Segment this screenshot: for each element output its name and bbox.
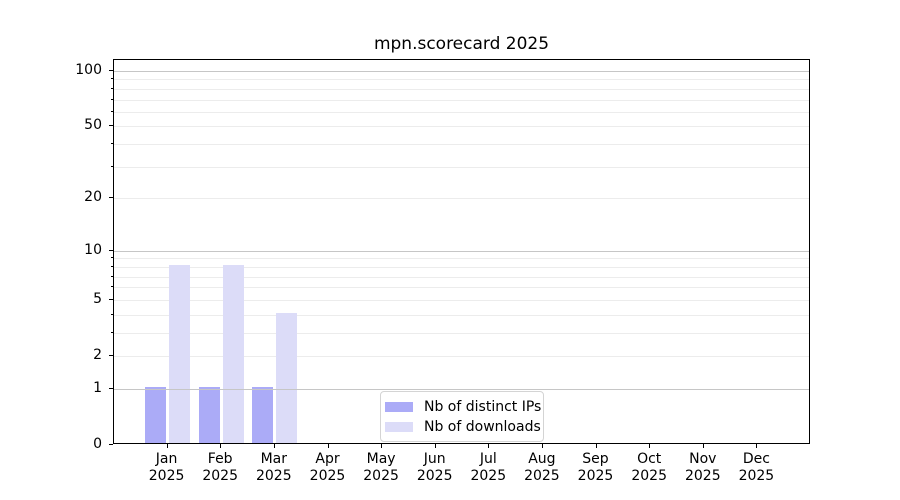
gridline-minor [114,88,809,90]
x-axis-label: Nov 2025 [684,451,721,484]
gridline-minor [114,198,809,200]
y-axis-tick [109,444,113,445]
gridline-minor [114,266,809,268]
legend-swatch-downloads [385,422,413,432]
gridline-major [114,71,809,72]
gridline-major [114,388,809,390]
bar-downloads [222,264,244,443]
y-axis-tick [109,387,113,389]
x-axis-tick [434,444,436,448]
x-axis-label: Apr 2025 [309,451,346,484]
x-axis-tick [166,444,168,448]
legend: Nb of distinct IPs Nb of downloads [380,391,544,442]
y-axis-label: 50 [84,117,102,134]
gridline-minor [114,111,809,113]
y-axis-label: 1 [93,379,102,396]
y-axis-label: 20 [84,189,102,206]
chart-title: mpn.scorecard 2025 [373,34,550,54]
x-axis-label: Jun 2025 [416,451,453,484]
x-axis-label: Jul 2025 [470,451,507,484]
gridline-major [114,250,809,252]
x-axis-label: Jan 2025 [148,451,185,484]
gridline-minor [114,276,809,278]
x-axis-tick [220,444,222,448]
bar-distinct-ips [145,386,167,443]
bar-distinct-ips [198,386,220,443]
gridline-minor [114,356,809,357]
legend-swatch-distinct-ips [385,402,413,412]
x-axis-label: Sep 2025 [577,451,614,484]
gridline-minor [114,126,809,128]
x-axis-label: Dec 2025 [738,451,775,484]
y-axis-tick [109,249,113,251]
bar-downloads [276,312,298,443]
legend-item-downloads: Nb of downloads [385,417,541,437]
y-axis-minor-tick [111,143,113,144]
y-axis-minor-tick [111,110,113,112]
x-axis-tick [488,444,490,448]
y-axis-minor-tick [111,78,113,80]
gridline-minor [114,332,809,334]
x-axis-tick [595,444,597,448]
x-axis-label: Oct 2025 [631,451,667,484]
bar-downloads [169,264,191,443]
y-axis-tick [109,298,113,300]
y-axis-tick [109,355,113,356]
y-axis-minor-tick [111,265,113,267]
y-axis-minor-tick [111,98,113,100]
x-axis-label: Mar 2025 [255,451,292,484]
plot-area [113,59,810,444]
y-axis-minor-tick [111,165,113,167]
grid-minor-layer [114,60,809,443]
legend-item-distinct-ips: Nb of distinct IPs [385,397,542,417]
x-axis-label: Feb 2025 [202,451,238,484]
bar-distinct-ips [252,386,274,443]
x-axis-label: May 2025 [363,451,399,484]
gridline-minor [114,99,809,101]
y-axis-label: 2 [93,347,102,363]
y-axis-label: 5 [93,290,102,307]
gridline-minor [114,166,809,168]
x-axis-tick [273,444,275,448]
x-axis-tick [756,444,758,448]
y-axis-minor-tick [111,87,113,89]
y-axis-tick [109,197,113,199]
gridline-minor [114,314,809,316]
y-axis-minor-tick [111,257,113,259]
gridline-minor [114,79,809,81]
legend-label-distinct-ips: Nb of distinct IPs [424,399,542,415]
gridline-minor [114,287,809,289]
gridline-minor [114,144,809,145]
y-axis-minor-tick [111,286,113,288]
x-axis-tick [327,444,329,448]
y-axis-label: 0 [93,436,102,452]
gridline-minor [114,299,809,301]
legend-label-downloads: Nb of downloads [424,419,541,435]
bars-layer [114,60,809,443]
x-axis-tick [649,444,651,448]
y-axis-tick [109,125,113,127]
y-axis-minor-tick [111,275,113,277]
y-axis-label: 100 [75,62,102,78]
y-axis-tick [109,70,113,71]
x-axis-label: Aug 2025 [524,451,560,484]
x-axis-tick [702,444,704,448]
x-axis-tick [381,444,383,448]
y-axis-minor-tick [111,331,113,333]
gridline-minor [114,258,809,260]
x-axis-tick [541,444,543,448]
y-axis-minor-tick [111,313,113,315]
grid-major-layer [114,60,809,443]
y-axis-label: 10 [84,241,102,258]
